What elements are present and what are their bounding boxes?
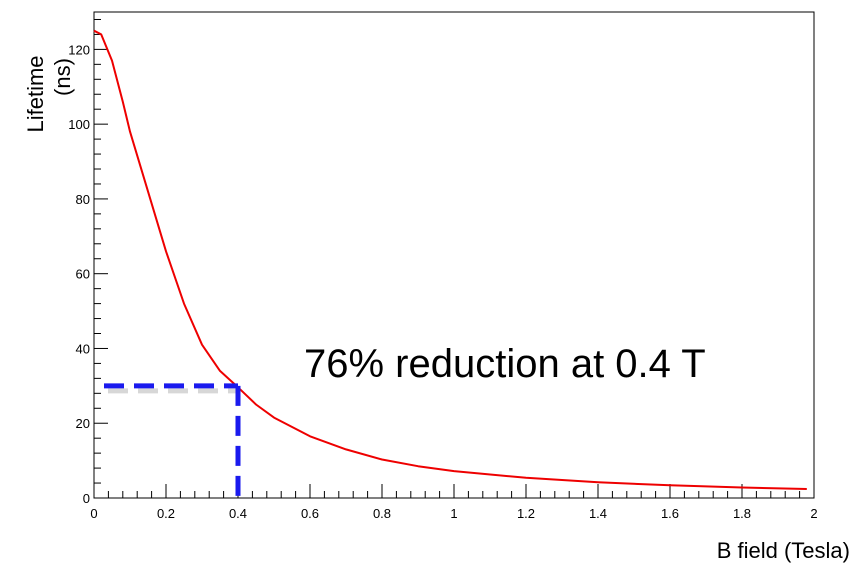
reduction-annotation: 76% reduction at 0.4 T (304, 342, 706, 386)
x-tick-label: 1 (450, 506, 457, 521)
y-tick-label: 120 (68, 42, 90, 57)
x-tick-label: 1.4 (589, 506, 607, 521)
y-axis-title-line1: Lifetime (23, 55, 48, 132)
y-axis-tick-labels: 0 20 40 60 80 100 120 (68, 42, 90, 506)
y-axis-ticks (94, 18, 108, 499)
x-tick-label: 0.4 (229, 506, 247, 521)
x-tick-label: 1.6 (661, 506, 679, 521)
y-tick-label: 80 (76, 192, 90, 207)
y-tick-label: 0 (83, 491, 90, 506)
x-tick-label: 1.2 (517, 506, 535, 521)
x-axis-title: B field (Tesla) (717, 538, 850, 563)
plot-frame (93, 11, 815, 499)
x-axis-ticks (93, 484, 815, 498)
x-tick-label: 0.8 (373, 506, 391, 521)
y-tick-label: 100 (68, 117, 90, 132)
x-axis-tick-labels: 0 0.2 0.4 0.6 0.8 1 1.2 1.4 1.6 1.8 2 (90, 506, 817, 521)
x-tick-label: 1.8 (733, 506, 751, 521)
y-tick-label: 40 (76, 341, 90, 356)
x-tick-label: 2 (810, 506, 817, 521)
x-tick-label: 0.2 (157, 506, 175, 521)
x-tick-label: 0.6 (301, 506, 319, 521)
series-group (93, 29, 807, 490)
y-axis-title-line2: (ns) (50, 58, 75, 96)
lifetime-curve (93, 29, 807, 490)
reference-marker-group (104, 383, 241, 498)
y-tick-label: 60 (76, 267, 90, 282)
x-tick-label: 0 (90, 506, 97, 521)
y-tick-label: 20 (76, 416, 90, 431)
